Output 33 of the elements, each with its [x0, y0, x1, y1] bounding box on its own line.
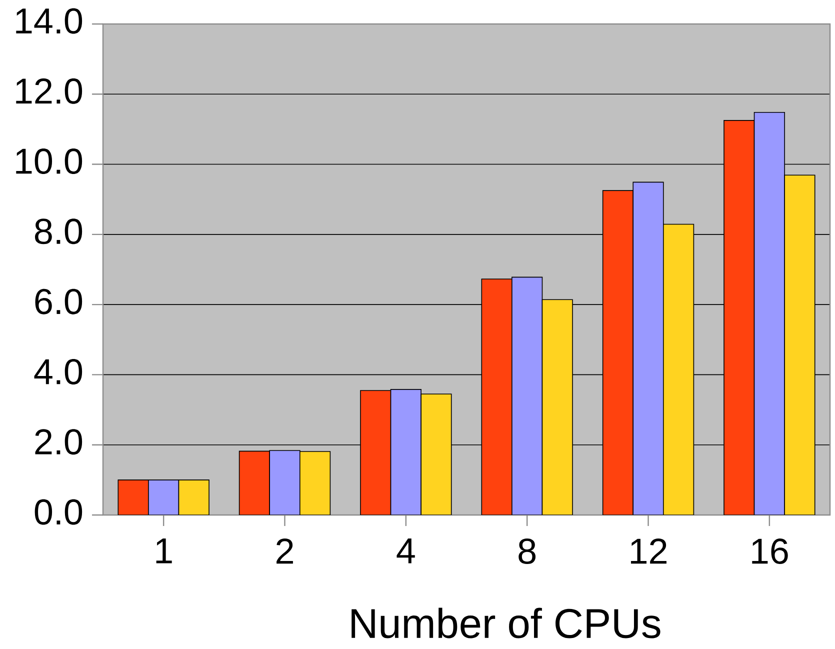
x-tick-label: 12	[630, 538, 666, 564]
bar	[390, 389, 422, 515]
bar	[269, 450, 300, 515]
bar	[754, 112, 785, 515]
x-tick-label: 1	[156, 538, 172, 564]
y-tick-label: 12.0	[16, 78, 82, 104]
x-tick-label: 2	[276, 538, 293, 564]
bar	[632, 182, 664, 515]
y-tick-label: 14.0	[16, 8, 82, 34]
bar	[542, 299, 573, 515]
y-tick-label: 8.0	[34, 218, 82, 244]
bar	[238, 450, 270, 515]
bar	[300, 451, 331, 515]
bar	[663, 224, 694, 515]
x-axis-title: Number of CPUs	[352, 608, 660, 638]
bar	[724, 120, 755, 515]
y-tick-label: 2.0	[35, 429, 82, 455]
y-tick-label: 6.0	[35, 288, 82, 314]
bar	[602, 190, 634, 515]
y-tick-label: 4.0	[34, 358, 82, 384]
bar	[148, 480, 180, 515]
x-tick-label: 16	[752, 538, 788, 564]
bar	[420, 394, 452, 515]
bar	[512, 276, 543, 515]
x-tick-label: 8	[518, 538, 536, 564]
y-tick-label: 10.0	[16, 148, 82, 174]
bar	[784, 174, 816, 515]
bar	[360, 390, 392, 515]
bar	[481, 278, 512, 515]
y-tick-label: 0.0	[34, 499, 82, 525]
x-tick-label: 4	[396, 538, 415, 564]
bar	[118, 480, 149, 515]
bar	[178, 480, 210, 515]
